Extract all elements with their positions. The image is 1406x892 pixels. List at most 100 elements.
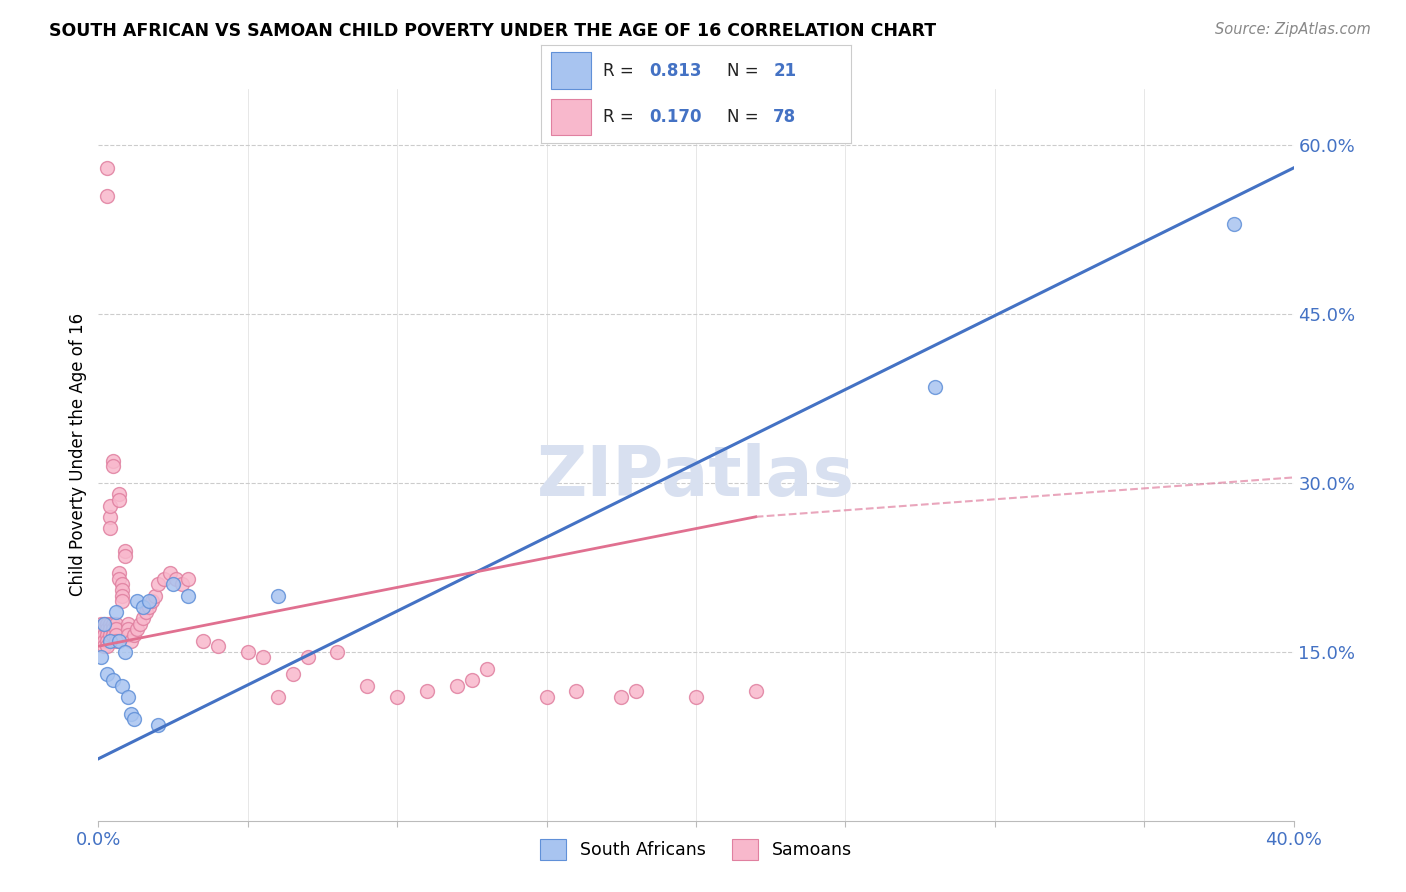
Point xyxy=(207,639,229,653)
Point xyxy=(745,684,768,698)
Text: 21: 21 xyxy=(773,62,796,80)
Point xyxy=(103,459,125,474)
Point xyxy=(446,679,468,693)
Point xyxy=(177,572,200,586)
Point xyxy=(267,690,290,704)
Point xyxy=(120,706,142,721)
Point xyxy=(98,628,122,642)
Point xyxy=(114,549,136,564)
Point xyxy=(565,684,588,698)
Point xyxy=(281,667,304,681)
Point xyxy=(536,690,558,704)
Point xyxy=(138,594,160,608)
Point xyxy=(103,673,125,687)
Point xyxy=(124,628,146,642)
Point xyxy=(124,712,146,726)
Point xyxy=(148,577,170,591)
Text: R =: R = xyxy=(603,108,640,126)
Point xyxy=(120,633,142,648)
Text: ZIPatlas: ZIPatlas xyxy=(537,443,855,510)
Point xyxy=(172,577,194,591)
Point xyxy=(105,623,128,637)
Point xyxy=(108,487,131,501)
Text: 0.813: 0.813 xyxy=(650,62,702,80)
Point xyxy=(159,566,181,580)
Point xyxy=(132,599,155,614)
Point xyxy=(98,633,122,648)
Legend: South Africans, Samoans: South Africans, Samoans xyxy=(533,831,859,867)
Point xyxy=(108,633,131,648)
Point xyxy=(103,616,125,631)
Point xyxy=(475,662,498,676)
Point xyxy=(117,623,139,637)
Point xyxy=(114,645,136,659)
Point xyxy=(127,623,149,637)
Point xyxy=(93,623,115,637)
Point xyxy=(143,589,166,603)
Point xyxy=(111,582,134,597)
Point xyxy=(129,616,152,631)
Point xyxy=(93,633,115,648)
Point xyxy=(153,572,176,586)
Point xyxy=(141,594,163,608)
Point xyxy=(326,645,349,659)
Text: N =: N = xyxy=(727,108,763,126)
Point xyxy=(416,684,439,698)
Point xyxy=(111,577,134,591)
Point xyxy=(90,623,112,637)
Text: 0.170: 0.170 xyxy=(650,108,702,126)
Point xyxy=(162,577,184,591)
Text: R =: R = xyxy=(603,62,640,80)
Point xyxy=(356,679,378,693)
Point xyxy=(90,650,112,665)
Point xyxy=(93,616,115,631)
Point xyxy=(96,628,118,642)
Point xyxy=(111,679,134,693)
Point xyxy=(108,572,131,586)
Point xyxy=(96,633,118,648)
Point xyxy=(610,690,633,704)
Point xyxy=(96,189,118,203)
Point xyxy=(108,566,131,580)
Point xyxy=(191,633,214,648)
FancyBboxPatch shape xyxy=(551,53,591,89)
Point xyxy=(103,453,125,467)
Point xyxy=(90,628,112,642)
Point xyxy=(117,690,139,704)
Point xyxy=(165,572,187,586)
Point xyxy=(111,594,134,608)
Point xyxy=(117,628,139,642)
Point xyxy=(98,509,122,524)
Point xyxy=(1223,217,1246,231)
Point xyxy=(236,645,259,659)
Point xyxy=(103,623,125,637)
Point xyxy=(385,690,409,704)
Point xyxy=(252,650,274,665)
Point xyxy=(98,616,122,631)
Text: SOUTH AFRICAN VS SAMOAN CHILD POVERTY UNDER THE AGE OF 16 CORRELATION CHART: SOUTH AFRICAN VS SAMOAN CHILD POVERTY UN… xyxy=(49,22,936,40)
Point xyxy=(103,628,125,642)
Point xyxy=(93,639,115,653)
Point xyxy=(135,606,157,620)
Point xyxy=(685,690,707,704)
Point xyxy=(98,499,122,513)
Text: 78: 78 xyxy=(773,108,796,126)
Point xyxy=(108,492,131,507)
Point xyxy=(138,599,160,614)
Point xyxy=(111,589,134,603)
Point xyxy=(96,623,118,637)
Point xyxy=(148,718,170,732)
Point xyxy=(626,684,648,698)
Point xyxy=(90,616,112,631)
Text: N =: N = xyxy=(727,62,763,80)
Point xyxy=(98,623,122,637)
Point xyxy=(105,633,128,648)
Point xyxy=(93,628,115,642)
Point xyxy=(117,616,139,631)
Point xyxy=(114,543,136,558)
Point xyxy=(105,606,128,620)
Point xyxy=(105,616,128,631)
Point xyxy=(96,161,118,175)
Point xyxy=(924,380,946,394)
Point xyxy=(96,639,118,653)
